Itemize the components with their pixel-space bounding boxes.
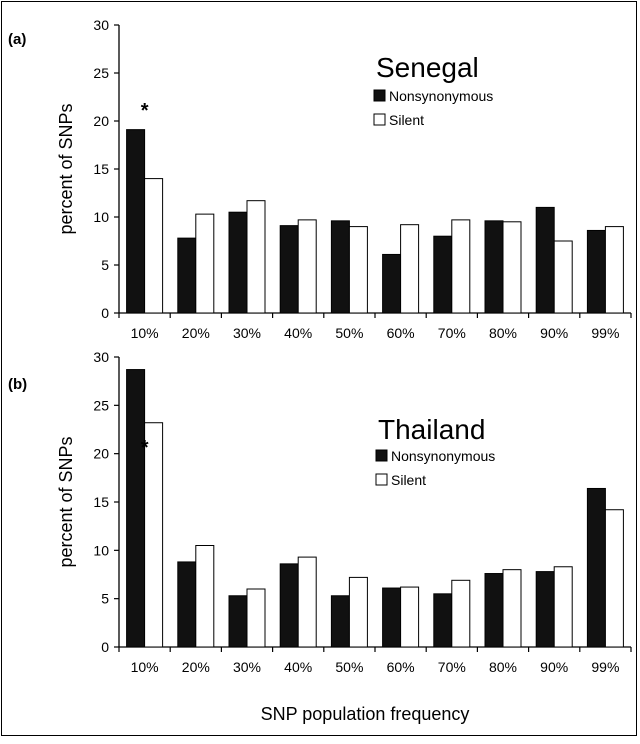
legend-swatch-silent	[373, 113, 386, 126]
bar-silent-99pct	[604, 226, 624, 314]
y-tick-label: 30	[93, 349, 109, 365]
bar-silent-10pct	[144, 178, 164, 314]
y-tick-label: 5	[101, 257, 109, 273]
x-tick-label: 40%	[284, 325, 312, 341]
y-tick-label: 0	[101, 305, 109, 321]
legend-label-nonsynonymous: Nonsynonymous	[391, 448, 495, 464]
significance-asterisk: *	[141, 437, 149, 459]
panel-label: (b)	[8, 376, 27, 393]
bar-silent-10pct	[144, 422, 164, 648]
bar-silent-60pct	[400, 586, 420, 648]
x-tick-label: 40%	[284, 659, 312, 675]
x-tick-label: 80%	[489, 659, 517, 675]
legend-swatch-silent	[375, 473, 388, 486]
x-tick-label: 70%	[438, 325, 466, 341]
x-tick-label: 90%	[540, 659, 568, 675]
x-tick-label: 60%	[387, 325, 415, 341]
legend-swatch-nonsynonymous	[375, 449, 388, 462]
x-tick-label: 60%	[387, 659, 415, 675]
legend-label-silent: Silent	[389, 112, 424, 128]
bar-silent-50pct	[348, 226, 368, 314]
y-tick-label: 0	[101, 639, 109, 655]
x-axis-label: SNP population frequency	[261, 704, 470, 724]
x-tick-label: 70%	[438, 659, 466, 675]
bar-silent-99pct	[604, 509, 624, 648]
y-axis-label: percent of SNPs	[56, 103, 76, 234]
y-tick-label: 15	[93, 161, 109, 177]
y-tick-label: 20	[93, 113, 109, 129]
x-tick-label: 80%	[489, 325, 517, 341]
bar-silent-30pct	[246, 200, 266, 314]
bar-silent-20pct	[195, 213, 215, 314]
x-tick-label: 20%	[182, 325, 210, 341]
significance-asterisk: *	[141, 100, 149, 122]
chart-title: Thailand	[378, 414, 485, 445]
bar-silent-20pct	[195, 545, 215, 648]
legend-swatch-nonsynonymous	[373, 89, 386, 102]
y-tick-label: 5	[101, 591, 109, 607]
x-tick-label: 50%	[335, 325, 363, 341]
bar-silent-40pct	[297, 556, 317, 648]
x-tick-label: 10%	[131, 659, 159, 675]
bar-silent-30pct	[246, 588, 266, 648]
y-axis-label: percent of SNPs	[56, 436, 76, 567]
panel-label: (a)	[8, 31, 26, 48]
x-tick-label: 90%	[540, 325, 568, 341]
y-tick-label: 20	[93, 446, 109, 462]
bar-silent-70pct	[451, 219, 471, 314]
x-tick-label: 30%	[233, 325, 261, 341]
legend-label-nonsynonymous: Nonsynonymous	[389, 88, 493, 104]
x-tick-label: 99%	[591, 325, 619, 341]
y-tick-label: 25	[93, 65, 109, 81]
bar-silent-60pct	[400, 224, 420, 314]
bar-silent-90pct	[553, 240, 573, 314]
bar-silent-50pct	[348, 576, 368, 648]
x-tick-label: 10%	[131, 325, 159, 341]
bar-silent-90pct	[553, 566, 573, 648]
bar-silent-40pct	[297, 219, 317, 314]
bar-silent-70pct	[451, 579, 471, 648]
x-tick-label: 50%	[335, 659, 363, 675]
y-tick-label: 15	[93, 494, 109, 510]
y-tick-label: 30	[93, 17, 109, 33]
chart-title: Senegal	[376, 52, 479, 83]
legend-label-silent: Silent	[391, 472, 426, 488]
bar-silent-80pct	[502, 221, 522, 314]
y-tick-label: 10	[93, 542, 109, 558]
x-tick-label: 30%	[233, 659, 261, 675]
x-tick-label: 99%	[591, 659, 619, 675]
x-tick-label: 20%	[182, 659, 210, 675]
bar-silent-80pct	[502, 569, 522, 648]
y-tick-label: 25	[93, 397, 109, 413]
y-tick-label: 10	[93, 209, 109, 225]
